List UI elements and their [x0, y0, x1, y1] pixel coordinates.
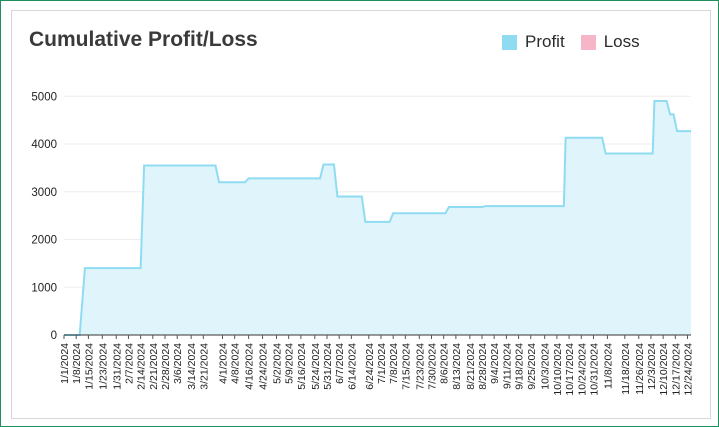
x-tick-label: 11/18/2024 — [620, 343, 632, 395]
x-tick-label: 3/6/2024 — [172, 343, 184, 384]
legend-label-loss: Loss — [603, 32, 640, 51]
legend-swatch-loss — [580, 34, 596, 50]
x-tick-label: 12/17/2024 — [670, 343, 682, 396]
legend-item-loss[interactable]: Loss — [580, 32, 640, 52]
x-tick-label: 10/24/2024 — [576, 343, 588, 396]
x-tick-label: 11/26/2024 — [634, 343, 646, 395]
x-tick-label: 1/1/2024 — [59, 343, 71, 384]
chart-legend: Profit Loss — [502, 32, 656, 52]
y-tick-label: 0 — [51, 330, 57, 342]
x-tick-label: 3/14/2024 — [186, 343, 198, 390]
x-tick-label: 6/14/2024 — [346, 343, 358, 390]
x-tick-label: 9/11/2024 — [501, 343, 513, 389]
x-tick-label: 4/1/2024 — [217, 343, 229, 384]
profit-area — [64, 101, 691, 335]
x-tick-label: 5/2/2024 — [271, 343, 283, 384]
x-tick-label: 10/17/2024 — [564, 343, 576, 396]
y-tick-label: 2000 — [31, 235, 57, 247]
x-tick-label: 10/10/2024 — [552, 343, 564, 396]
x-tick-label: 1/31/2024 — [111, 343, 123, 390]
x-tick-label: 8/6/2024 — [439, 343, 451, 384]
x-tick-label: 9/25/2024 — [526, 343, 538, 390]
legend-label-profit: Profit — [525, 32, 565, 51]
x-tick-label: 7/1/2024 — [376, 343, 388, 384]
x-tick-label: 12/10/2024 — [658, 343, 670, 396]
x-tick-label: 1/8/2024 — [71, 343, 83, 384]
x-tick-label: 5/24/2024 — [310, 343, 322, 390]
x-tick-label: 8/28/2024 — [477, 343, 489, 390]
x-tick-label: 4/24/2024 — [258, 343, 270, 390]
x-tick-label: 11/8/2024 — [602, 343, 614, 389]
x-tick-label: 3/21/2024 — [198, 343, 210, 390]
x-tick-label: 7/8/2024 — [388, 343, 400, 384]
x-tick-label: 10/31/2024 — [588, 343, 600, 396]
x-tick-label: 12/3/2024 — [646, 343, 658, 390]
x-tick-label: 2/7/2024 — [123, 343, 135, 384]
legend-swatch-profit — [502, 34, 517, 50]
x-tick-label: 12/24/2024 — [683, 343, 695, 396]
x-tick-label: 1/23/2024 — [97, 343, 109, 390]
y-tick-label: 1000 — [31, 282, 57, 294]
x-tick-label: 5/31/2024 — [322, 343, 334, 390]
x-tick-label: 9/4/2024 — [489, 343, 501, 384]
x-tick-label: 8/21/2024 — [465, 343, 477, 390]
x-tick-label: 1/15/2024 — [83, 343, 95, 390]
chart-title: Cumulative Profit/Loss — [29, 28, 258, 51]
x-tick-label: 4/8/2024 — [230, 343, 242, 384]
legend-item-profit[interactable]: Profit — [502, 32, 565, 52]
x-tick-label: 6/7/2024 — [334, 343, 346, 384]
profit-line — [64, 100, 691, 336]
x-tick-label: 2/21/2024 — [148, 343, 160, 390]
x-tick-label: 7/30/2024 — [426, 343, 438, 390]
x-tick-label: 7/23/2024 — [414, 343, 426, 390]
x-tick-label: 10/3/2024 — [540, 343, 552, 390]
x-tick-label: 2/28/2024 — [160, 343, 172, 390]
x-tick-label: 2/14/2024 — [136, 343, 148, 390]
y-tick-label: 5000 — [31, 91, 57, 103]
x-tick-label: 4/16/2024 — [244, 343, 256, 390]
x-tick-label: 9/18/2024 — [514, 343, 526, 390]
x-tick-label: 6/24/2024 — [364, 343, 376, 390]
y-tick-label: 3000 — [31, 187, 57, 199]
x-tick-label: 5/16/2024 — [296, 343, 308, 390]
y-tick-label: 4000 — [31, 139, 57, 151]
x-tick-label: 5/9/2024 — [284, 343, 296, 384]
x-tick-label: 7/15/2024 — [400, 343, 412, 390]
x-tick-label: 8/13/2024 — [451, 343, 463, 390]
